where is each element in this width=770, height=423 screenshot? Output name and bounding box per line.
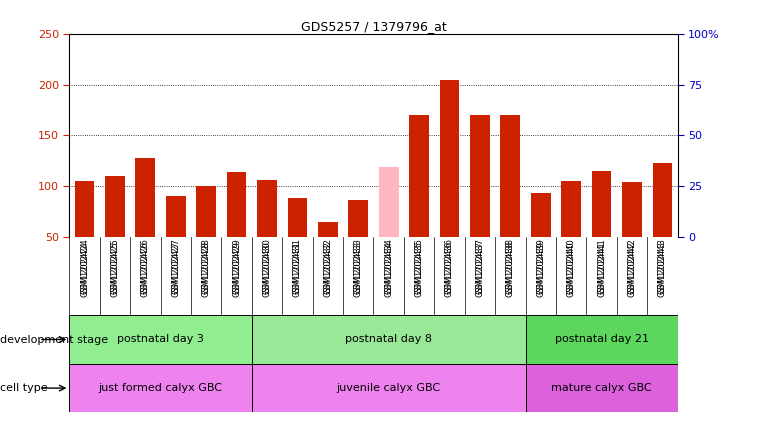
Bar <box>105 176 125 237</box>
Text: GSM1202433: GSM1202433 <box>353 241 363 297</box>
Bar <box>166 196 186 237</box>
Bar <box>561 181 581 237</box>
Bar <box>500 115 521 237</box>
Bar <box>531 193 551 237</box>
Bar <box>348 201 368 237</box>
Text: GSM1202425: GSM1202425 <box>110 241 119 297</box>
Text: postnatal day 3: postnatal day 3 <box>117 335 204 344</box>
Bar <box>379 167 399 237</box>
Text: GSM1202429: GSM1202429 <box>232 241 241 297</box>
Bar <box>136 158 156 237</box>
Text: cell type: cell type <box>0 383 48 393</box>
Bar <box>287 198 307 237</box>
Bar <box>652 163 672 237</box>
Text: GSM1202434: GSM1202434 <box>384 241 393 297</box>
Text: GSM1202437: GSM1202437 <box>475 241 484 297</box>
Text: juvenile calyx GBC: juvenile calyx GBC <box>336 383 440 393</box>
Text: GSM1202431: GSM1202431 <box>293 241 302 297</box>
Bar <box>196 186 216 237</box>
Text: GSM1202435: GSM1202435 <box>414 241 424 297</box>
Text: GSM1202428: GSM1202428 <box>202 241 211 297</box>
Text: mature calyx GBC: mature calyx GBC <box>551 383 652 393</box>
Text: GSM1202438: GSM1202438 <box>506 241 515 297</box>
Bar <box>257 180 277 237</box>
Text: postnatal day 8: postnatal day 8 <box>345 335 432 344</box>
Bar <box>409 115 429 237</box>
Bar <box>75 181 95 237</box>
Text: GSM1202430: GSM1202430 <box>263 241 272 297</box>
Text: postnatal day 21: postnatal day 21 <box>554 335 648 344</box>
Text: GSM1202427: GSM1202427 <box>171 241 180 297</box>
Bar <box>69 364 252 412</box>
Text: GSM1202439: GSM1202439 <box>536 241 545 297</box>
Bar <box>252 364 526 412</box>
Bar <box>252 315 526 364</box>
Bar <box>440 80 460 237</box>
Text: GSM1202443: GSM1202443 <box>658 241 667 297</box>
Text: development stage: development stage <box>0 335 108 345</box>
Text: just formed calyx GBC: just formed calyx GBC <box>99 383 223 393</box>
Text: GSM1202436: GSM1202436 <box>445 241 454 297</box>
Text: GSM1202442: GSM1202442 <box>628 241 637 297</box>
Text: GSM1202424: GSM1202424 <box>80 241 89 297</box>
Title: GDS5257 / 1379796_at: GDS5257 / 1379796_at <box>300 20 447 33</box>
Bar <box>622 182 642 237</box>
Text: GSM1202441: GSM1202441 <box>597 241 606 297</box>
Bar <box>69 315 252 364</box>
Bar <box>526 364 678 412</box>
Bar <box>470 115 490 237</box>
Bar <box>526 315 678 364</box>
Text: GSM1202432: GSM1202432 <box>323 241 333 297</box>
Bar <box>591 171 611 237</box>
Text: GSM1202440: GSM1202440 <box>567 241 576 297</box>
Bar <box>318 222 338 237</box>
Bar <box>226 172 246 237</box>
Text: GSM1202426: GSM1202426 <box>141 241 150 297</box>
